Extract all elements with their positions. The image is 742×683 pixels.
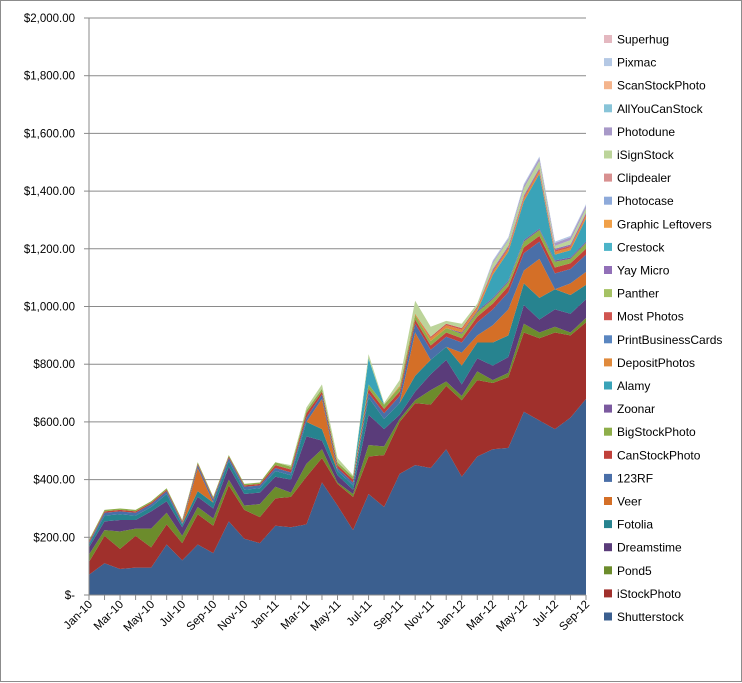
x-tick-label: Jan-11	[249, 599, 282, 632]
legend-label-istockphoto: iStockPhoto	[617, 587, 681, 601]
legend-label-depositphotos: DepositPhotos	[617, 356, 695, 370]
x-tick-label: Mar-10	[92, 599, 126, 633]
legend-swatch-photodune	[604, 127, 612, 136]
x-tick-label: Jan-10	[62, 599, 95, 632]
x-tick-label: Sep-12	[557, 599, 592, 634]
legend-label-clipdealer: Clipdealer	[617, 171, 671, 185]
legend-label-alamy: Alamy	[617, 379, 650, 393]
legend-swatch-scanstockphoto	[604, 81, 612, 90]
x-tick-label: Jul-11	[345, 599, 375, 629]
legend-swatch-panther	[604, 289, 612, 298]
y-tick-label: $1,800.00	[24, 71, 75, 83]
legend-swatch-fotolia	[604, 520, 612, 529]
x-tick-label: Sep-10	[185, 599, 220, 634]
y-axis-tick-labels: $- $200.00 $400.00 $600.00 $800.00 $1,000.00 $…	[24, 13, 75, 602]
y-tick-label: $-	[65, 590, 75, 602]
legend-label-veer: Veer	[617, 495, 642, 509]
y-tick-label: $200.00	[33, 532, 75, 544]
y-tick-label: $600.00	[33, 417, 75, 429]
legend-label-photocase: Photocase	[617, 194, 674, 208]
legend-swatch-most-photos	[604, 312, 612, 321]
x-tick-label: May-11	[309, 599, 344, 634]
legend: Superhug Pixmac ScanStockPhoto AllYouCanSto…	[604, 33, 722, 624]
legend-swatch-shutterstock	[604, 612, 612, 621]
legend-swatch-pixmac	[604, 58, 612, 67]
x-tick-label: May-10	[122, 599, 158, 635]
y-tick-label: $1,000.00	[24, 302, 75, 314]
x-tick-label: Mar-12	[465, 599, 499, 633]
legend-swatch-superhug	[604, 35, 612, 43]
legend-swatch-yay-micro	[604, 266, 612, 274]
legend-label-canstockphoto: CanStockPhoto	[617, 448, 701, 462]
legend-label-bigstockphoto: BigStockPhoto	[617, 425, 696, 439]
y-tick-label: $800.00	[33, 359, 75, 371]
series-areas	[89, 156, 586, 595]
legend-label-123rf: 123RF	[617, 471, 653, 485]
x-tick-label: Nov-11	[403, 599, 437, 633]
y-tick-label: $2,000.00	[24, 13, 75, 25]
legend-swatch-depositphotos	[604, 358, 612, 367]
legend-label-most-photos: Most Photos	[617, 310, 684, 324]
legend-swatch-photocase	[604, 196, 612, 205]
legend-label-allyoucanstock: AllYouCanStock	[617, 102, 704, 116]
area-series-dreamstime	[89, 299, 586, 555]
legend-label-pixmac: Pixmac	[617, 56, 656, 70]
area-series-pond5	[89, 318, 586, 562]
legend-label-yay-micro: Yay Micro	[617, 264, 670, 278]
area-series-alamy	[89, 173, 586, 541]
legend-swatch-canstockphoto	[604, 450, 612, 459]
legend-label-superhug: Superhug	[617, 33, 669, 47]
legend-swatch-dreamstime	[604, 543, 612, 552]
legend-swatch-veer	[604, 497, 612, 505]
legend-swatch-crestock	[604, 242, 612, 251]
y-tick-label: $1,600.00	[24, 128, 75, 140]
x-tick-label: Nov-10	[216, 599, 251, 634]
area-series-shutterstock	[89, 398, 586, 595]
legend-label-printbusinesscards: PrintBusinessCards	[617, 333, 722, 347]
legend-label-crestock: Crestock	[617, 240, 665, 254]
legend-swatch-graphic-leftovers	[604, 219, 612, 228]
y-tick-label: $1,400.00	[24, 186, 75, 198]
area-series-fotolia	[89, 283, 586, 548]
legend-label-isignstock: iSignStock	[617, 148, 675, 162]
legend-swatch-zoonar	[604, 404, 612, 413]
legend-label-photodune: Photodune	[617, 125, 675, 139]
legend-label-scanstockphoto: ScanStockPhoto	[617, 79, 706, 93]
x-tick-label: Mar-11	[279, 599, 313, 633]
y-tick-label: $1,200.00	[24, 244, 75, 256]
x-tick-label: May-12	[494, 599, 530, 635]
legend-swatch-isignstock	[604, 150, 612, 159]
legend-label-shutterstock: Shutterstock	[617, 610, 685, 624]
axes	[84, 17, 587, 600]
x-tick-label: Jan-12	[435, 599, 468, 632]
x-tick-label: Sep-11	[372, 599, 406, 633]
legend-swatch-123rf	[604, 473, 612, 482]
area-series-veer	[89, 258, 586, 545]
legend-label-zoonar: Zoonar	[617, 402, 655, 416]
legend-swatch-bigstockphoto	[604, 427, 612, 436]
legend-label-dreamstime: Dreamstime	[617, 541, 682, 555]
legend-swatch-istockphoto	[604, 589, 612, 598]
legend-swatch-pond5	[604, 566, 612, 575]
y-tick-label: $400.00	[33, 475, 75, 487]
legend-swatch-allyoucanstock	[604, 104, 612, 113]
legend-label-fotolia: Fotolia	[617, 518, 653, 532]
legend-label-panther: Panther	[617, 287, 659, 301]
legend-label-graphic-leftovers: Graphic Leftovers	[617, 217, 712, 231]
legend-swatch-clipdealer	[604, 173, 612, 182]
legend-label-pond5: Pond5	[617, 564, 652, 578]
legend-swatch-alamy	[604, 381, 612, 390]
area-series-istockphoto	[89, 322, 586, 575]
legend-swatch-printbusinesscards	[604, 335, 612, 344]
